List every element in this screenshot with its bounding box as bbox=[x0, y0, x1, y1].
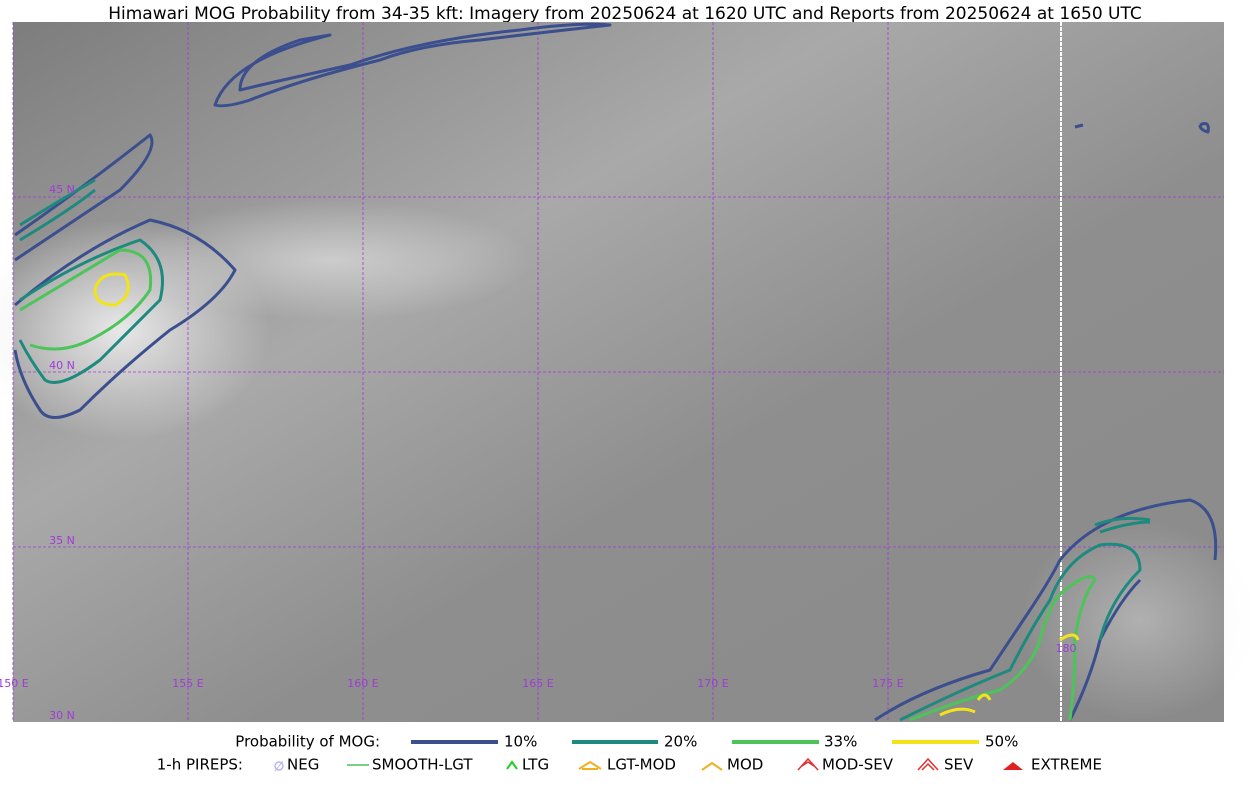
legend-item: LGT-MOD bbox=[607, 756, 676, 774]
legend-item: 10% bbox=[504, 733, 537, 751]
grid bbox=[12, 22, 1224, 722]
lat-label: 35 N bbox=[49, 534, 75, 547]
lat-label: 40 N bbox=[49, 359, 75, 372]
legend-item: 20% bbox=[664, 733, 697, 751]
lat-label: 30 N bbox=[49, 709, 75, 722]
title: Himawari MOG Probability from 34-35 kft:… bbox=[108, 4, 1142, 24]
contours bbox=[13, 22, 1218, 722]
cloud bbox=[130, 200, 530, 320]
legend-item: MOD bbox=[727, 756, 763, 774]
lon-label: 175 E bbox=[872, 677, 903, 690]
lon-label: 180 bbox=[1056, 642, 1077, 655]
map: 45 N 40 N 35 N 30 N 150 E 155 E 160 E 16… bbox=[0, 22, 1250, 722]
lon-label: 165 E bbox=[522, 677, 553, 690]
lon-label: 155 E bbox=[172, 677, 203, 690]
lat-labels: 45 N 40 N 35 N 30 N bbox=[49, 183, 75, 722]
lon-labels: 150 E 155 E 160 E 165 E 170 E 175 E 180 bbox=[0, 642, 1077, 690]
legend-item: 33% bbox=[824, 733, 857, 751]
cloud bbox=[1020, 520, 1250, 720]
legend-title: 1-h PIREPS: bbox=[157, 756, 243, 774]
lon-label: 170 E bbox=[697, 677, 728, 690]
lat-label: 45 N bbox=[49, 183, 75, 196]
legend-item: 50% bbox=[985, 733, 1018, 751]
legend-item: NEG bbox=[287, 756, 319, 774]
lon-label: 150 E bbox=[0, 677, 29, 690]
legend: Probability of MOG: 10% 20% 33% 50% 1-h … bbox=[157, 733, 1102, 774]
lon-label: 160 E bbox=[347, 677, 378, 690]
legend-item: SMOOTH-LGT bbox=[372, 756, 473, 774]
legend-item: EXTREME bbox=[1031, 756, 1102, 774]
legend-item: MOD-SEV bbox=[822, 756, 894, 774]
legend-item: LTG bbox=[522, 756, 549, 774]
legend-item: SEV bbox=[944, 756, 974, 774]
legend-title: Probability of MOG: bbox=[235, 733, 380, 751]
